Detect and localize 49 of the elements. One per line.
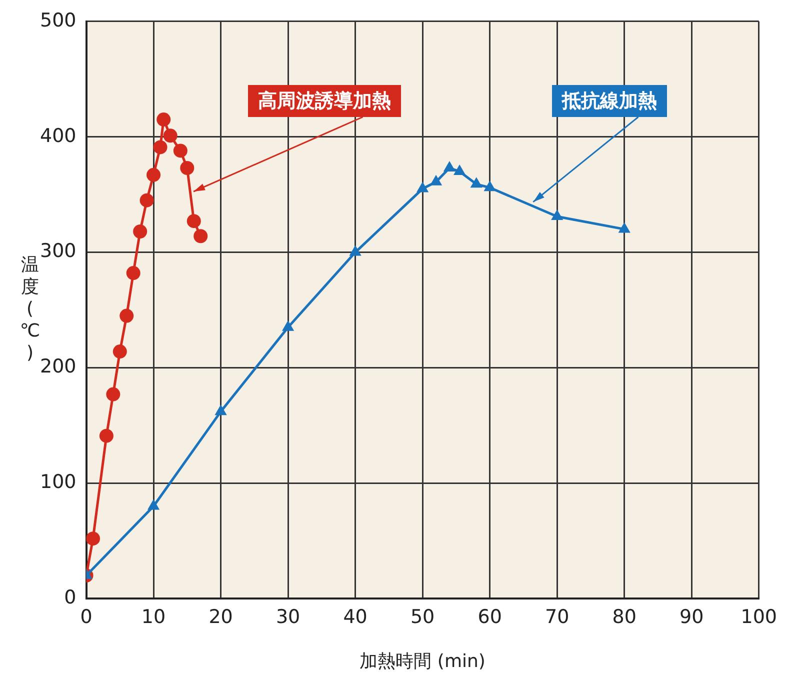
y-tick-label: 400: [40, 124, 76, 147]
text: 抵抗線加熱: [561, 90, 657, 112]
x-tick-label: 30: [276, 606, 300, 628]
x-tick-label: 10: [141, 606, 166, 628]
point: [156, 112, 171, 127]
x-tick-label: 0: [80, 606, 92, 628]
x-tick-label: 100: [740, 606, 777, 628]
text: 高周波誘導加熱: [258, 90, 391, 112]
point: [282, 320, 294, 331]
y-tick-label: 300: [40, 240, 76, 262]
point: [430, 174, 442, 186]
point: [349, 245, 362, 256]
point: [194, 229, 208, 244]
x-axis-title: 加熱時間 (min): [360, 650, 486, 672]
point: [551, 209, 564, 220]
point: [112, 344, 127, 359]
point: [443, 161, 456, 172]
point: [416, 182, 429, 192]
y-tick-label: 0: [64, 586, 76, 609]
point: [147, 499, 160, 510]
x-tick-label: 20: [208, 606, 233, 628]
y-axis-title: 温度(℃): [20, 254, 40, 364]
point: [470, 177, 482, 188]
point: [106, 387, 120, 402]
x-tick-label: 90: [680, 606, 704, 628]
y-tick-label: 200: [40, 356, 76, 378]
y-tick-label: 500: [40, 9, 76, 32]
point: [140, 193, 154, 208]
point: [86, 532, 100, 546]
point: [153, 140, 168, 154]
point: [618, 222, 630, 233]
x-tick-label: 60: [478, 606, 502, 628]
point: [146, 168, 161, 182]
y-tick-label: 100: [40, 471, 76, 494]
point: [163, 128, 178, 143]
x-tick-label: 50: [410, 606, 435, 628]
point: [133, 224, 148, 238]
x-tick-label: 80: [612, 606, 636, 628]
point: [214, 404, 227, 416]
point: [120, 308, 134, 323]
point: [453, 164, 466, 175]
x-tick-label: 70: [544, 606, 570, 628]
point: [126, 266, 140, 280]
x-tick-label: 40: [343, 606, 368, 628]
point: [173, 144, 188, 158]
point: [99, 428, 114, 443]
point: [484, 180, 496, 192]
point: [186, 214, 201, 228]
point: [180, 161, 194, 176]
